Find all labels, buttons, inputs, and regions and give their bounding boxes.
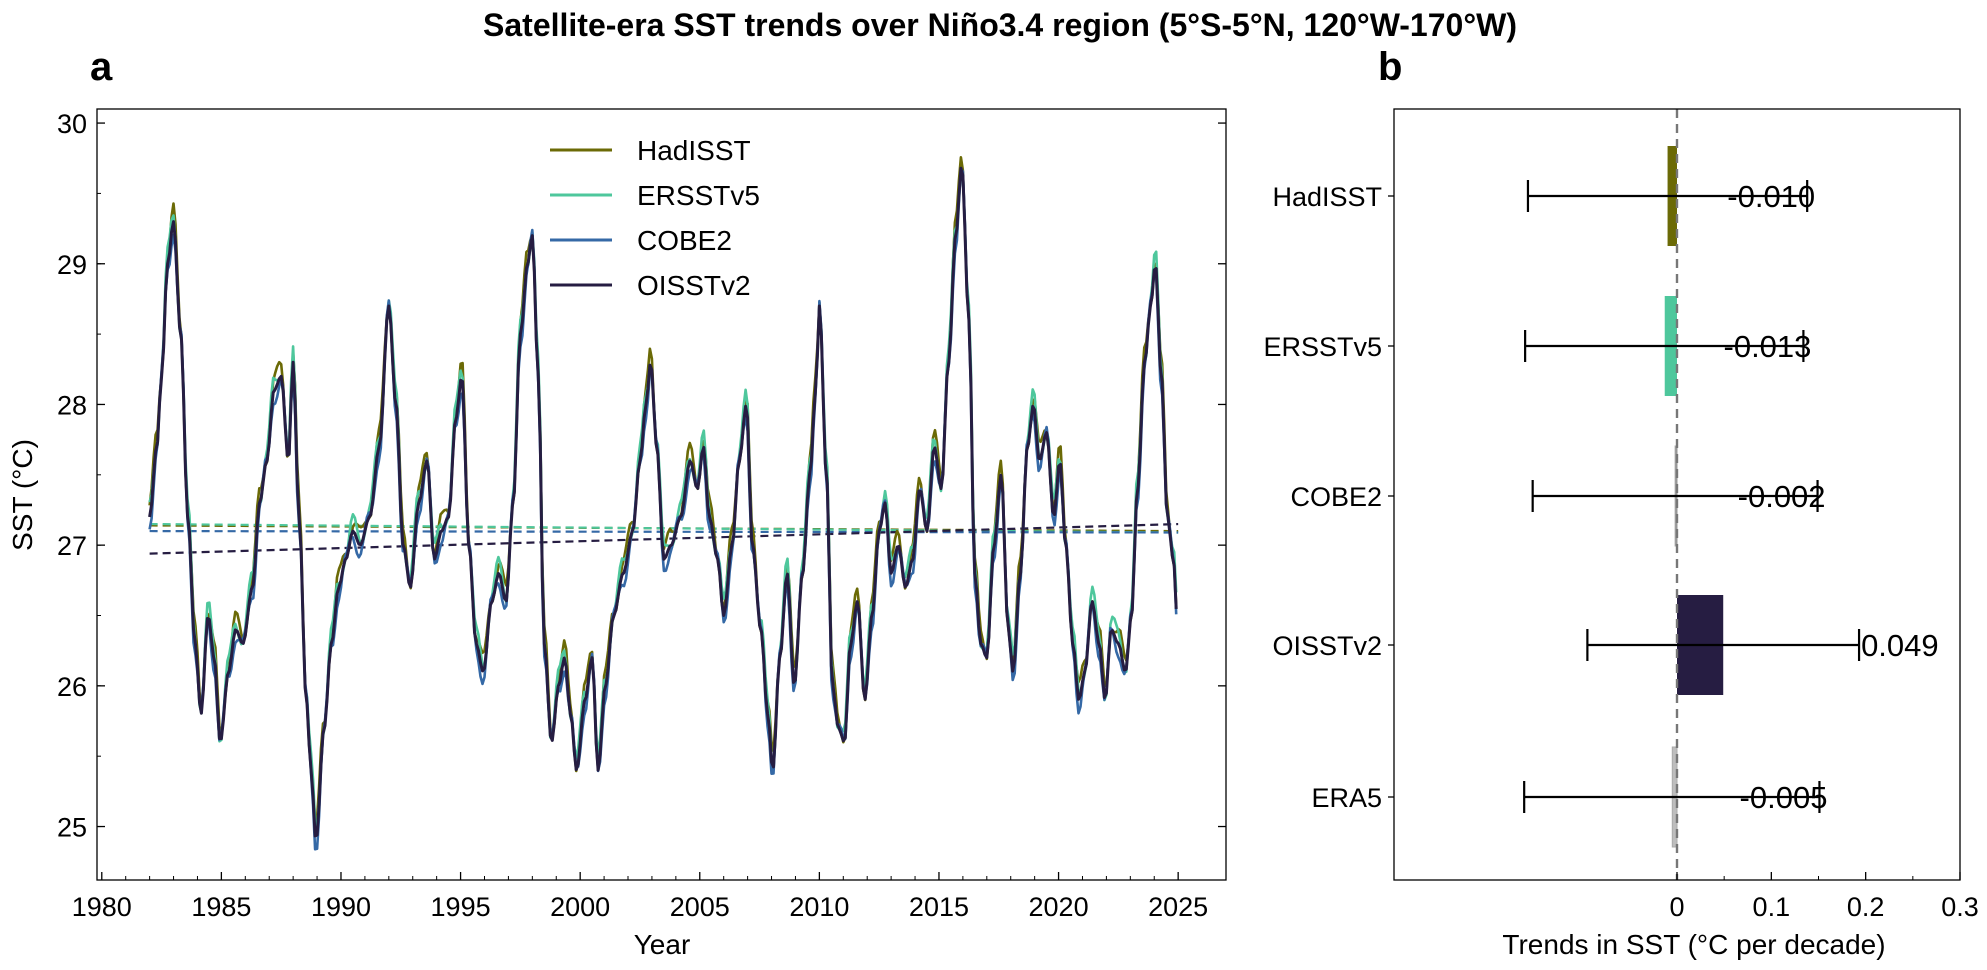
x-tick-label: 2010 xyxy=(789,892,849,922)
category-label-cobe2: COBE2 xyxy=(1290,482,1382,512)
y-tick-label: 27 xyxy=(57,531,87,561)
x-tick-label: 0.3 xyxy=(1941,892,1979,922)
value-label-cobe2: -0.002 xyxy=(1738,479,1826,514)
x-tick-label: 2015 xyxy=(909,892,969,922)
trend-line-ersstv5 xyxy=(149,522,1179,534)
x-tick-label: 1995 xyxy=(431,892,491,922)
category-label-ersstv5: ERSSTv5 xyxy=(1263,332,1382,362)
value-label-hadisst: -0.010 xyxy=(1727,179,1815,214)
x-axis-label: Trends in SST (°C per decade) xyxy=(1502,929,1885,960)
y-axis-ticks: 25 26 27 28 29 30 xyxy=(57,109,1226,843)
x-tick-label: 1985 xyxy=(191,892,251,922)
x-tick-label: 2005 xyxy=(670,892,730,922)
legend-label-oisstv2: OISSTv2 xyxy=(637,270,751,301)
x-axis-ticks: 0 0.1 0.2 0.3 xyxy=(1669,872,1979,922)
x-tick-label: 0 xyxy=(1669,892,1684,922)
sst-series-lines xyxy=(148,156,1178,851)
value-label-oisstv2: 0.049 xyxy=(1861,628,1939,663)
y-tick-label: 30 xyxy=(57,109,87,139)
legend-label-ersstv5: ERSSTv5 xyxy=(637,180,760,211)
panel-a-axes-frame xyxy=(96,108,1227,881)
series-line-oisstv2 xyxy=(148,166,1178,838)
legend: HadISST ERSSTv5 COBE2 OISSTv2 xyxy=(550,135,760,301)
value-label-era5: -0.005 xyxy=(1740,780,1828,815)
x-tick-label: 0.2 xyxy=(1847,892,1885,922)
x-tick-label: 0.1 xyxy=(1753,892,1791,922)
y-tick-label: 25 xyxy=(57,813,87,843)
x-axis-ticks: 1980 1985 1990 1995 2000 2005 2010 2015 2020 2025 xyxy=(72,872,1208,922)
series-line-hadisst xyxy=(148,156,1178,824)
y-axis-category-labels: HadISST ERSSTv5 COBE2 OISSTv2 ERA5 xyxy=(1263,182,1394,813)
y-tick-label: 26 xyxy=(57,672,87,702)
value-label-ersstv5: -0.013 xyxy=(1724,329,1812,364)
legend-label-hadisst: HadISST xyxy=(637,135,751,166)
category-label-era5: ERA5 xyxy=(1311,783,1382,813)
value-labels: -0.010 -0.013 -0.002 0.049 -0.005 xyxy=(1724,179,1939,815)
y-tick-label: 29 xyxy=(57,250,87,280)
figure-title: Satellite-era SST trends over Niño3.4 re… xyxy=(483,7,1517,43)
legend-label-cobe2: COBE2 xyxy=(637,225,732,256)
panel-b-label: b xyxy=(1378,45,1402,89)
y-axis-label: SST (°C) xyxy=(7,439,38,551)
x-tick-label: 2000 xyxy=(550,892,610,922)
x-tick-label: 1990 xyxy=(311,892,371,922)
panel-a-label: a xyxy=(90,45,113,89)
category-label-oisstv2: OISSTv2 xyxy=(1272,631,1382,661)
x-axis-label: Year xyxy=(634,929,691,960)
x-tick-label: 2020 xyxy=(1029,892,1089,922)
category-label-hadisst: HadISST xyxy=(1272,182,1382,212)
x-tick-label: 1980 xyxy=(72,892,132,922)
y-tick-label: 28 xyxy=(57,390,87,420)
panel-a-line-chart: a 1980 1985 1990 1995 2000 2005 2010 2015 2020 20… xyxy=(7,45,1227,960)
x-tick-label: 2025 xyxy=(1148,892,1208,922)
error-bars xyxy=(1523,180,1861,813)
